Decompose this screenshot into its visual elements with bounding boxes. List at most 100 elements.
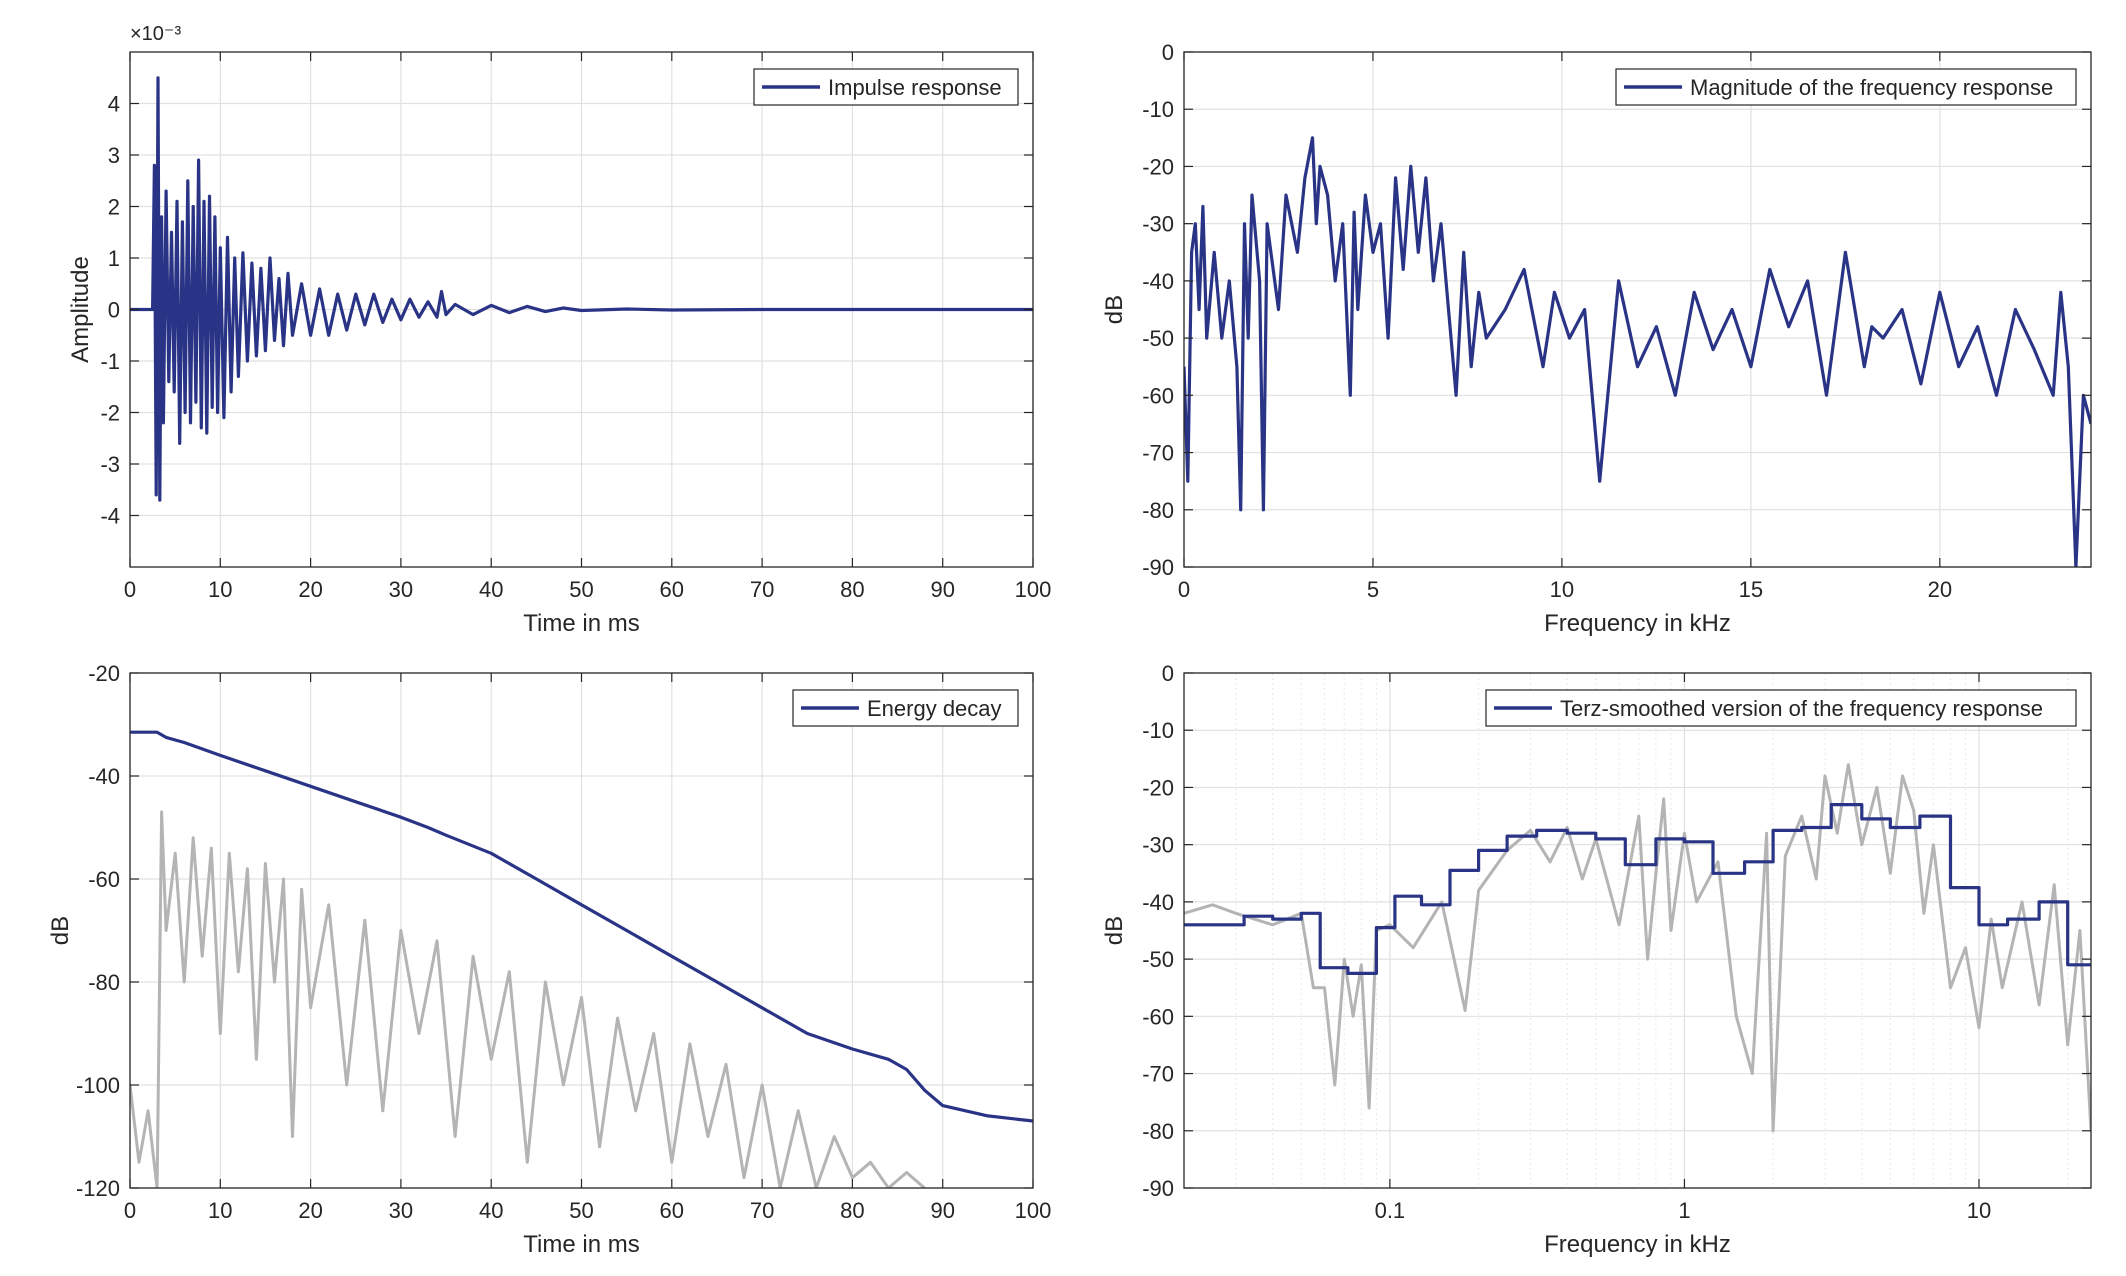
y-tick-label: -1 bbox=[100, 349, 120, 374]
y-tick-label: -90 bbox=[1142, 1176, 1174, 1201]
x-tick-label: 20 bbox=[298, 1198, 322, 1223]
legend-label: Magnitude of the frequency response bbox=[1690, 75, 2053, 100]
x-tick-label: 40 bbox=[479, 1198, 503, 1223]
x-axis-label: Frequency in kHz bbox=[1544, 610, 1731, 637]
x-tick-label: 10 bbox=[1550, 577, 1574, 602]
x-tick-label: 20 bbox=[1928, 577, 1952, 602]
x-tick-label: 0 bbox=[124, 1198, 136, 1223]
y-tick-label: -20 bbox=[1142, 775, 1174, 800]
y-tick-label: -40 bbox=[88, 764, 120, 789]
x-tick-label: 90 bbox=[930, 1198, 954, 1223]
y-tick-label: -60 bbox=[1142, 1004, 1174, 1029]
y-axis: 0 -10 -20 -30 -40 -50 -60 -70 -80 -90 bbox=[1142, 40, 2091, 580]
x-tick-label: 30 bbox=[389, 577, 413, 602]
x-axis: 0.1 1 10 bbox=[1375, 673, 1991, 1223]
y-axis: -20 -40 -60 -80 -100 -120 bbox=[76, 661, 1033, 1201]
axes-box bbox=[1183, 672, 2092, 1189]
x-tick-label: 80 bbox=[840, 577, 864, 602]
y-tick-label: -3 bbox=[100, 452, 120, 477]
x-tick-label: 10 bbox=[208, 1198, 232, 1223]
y-tick-label: -50 bbox=[1142, 326, 1174, 351]
x-tick-label: 30 bbox=[389, 1198, 413, 1223]
y-tick-label: 0 bbox=[1162, 661, 1174, 686]
x-axis: 0 5 10 15 20 bbox=[1178, 52, 1952, 602]
y-tick-label: -20 bbox=[1142, 154, 1174, 179]
energy-decay-panel: 0 10 20 30 40 50 60 70 80 90 100 -20 -40 -60 -80 -100 -1… bbox=[47, 661, 1051, 1258]
x-tick-label: 0 bbox=[124, 577, 136, 602]
y-tick-label: -40 bbox=[1142, 890, 1174, 915]
y-tick-label: -50 bbox=[1142, 947, 1174, 972]
y-tick-label: 3 bbox=[108, 143, 120, 168]
energy-decay-background-line bbox=[130, 810, 926, 1188]
y-axis-label: dB bbox=[47, 916, 74, 945]
x-tick-label: 50 bbox=[569, 577, 593, 602]
terz-smoothed-panel: 0.1 1 10 0 -10 -20 -30 -40 -50 -60 -70 -80 -90 Freque… bbox=[1101, 661, 2092, 1258]
x-tick-label: 70 bbox=[750, 577, 774, 602]
magnitude-series-line bbox=[1184, 136, 2091, 567]
y-axis: -4 -3 -2 -1 0 1 2 3 4 bbox=[100, 92, 1033, 529]
x-axis: 0 10 20 30 40 50 60 70 80 90 100 bbox=[124, 52, 1051, 602]
x-axis-label: Frequency in kHz bbox=[1544, 1231, 1731, 1258]
y-tick-label: -10 bbox=[1142, 97, 1174, 122]
impulse-series-line bbox=[130, 76, 1033, 502]
y-tick-label: -120 bbox=[76, 1176, 120, 1201]
y-axis-label: dB bbox=[1101, 295, 1128, 324]
x-tick-label: 80 bbox=[840, 1198, 864, 1223]
x-tick-label: 0.1 bbox=[1375, 1198, 1406, 1223]
impulse-panel: 0 10 20 30 40 50 60 70 80 90 100 -4 -3 -2 -1 0 1 2 3 4 Time … bbox=[67, 23, 1051, 637]
magnitude-panel: 0 5 10 15 20 0 -10 -20 -30 -40 -50 -60 -70 -80 -90 Freq… bbox=[1101, 40, 2092, 637]
y-tick-label: 2 bbox=[108, 195, 120, 220]
y-tick-label: -40 bbox=[1142, 269, 1174, 294]
minor-grid bbox=[1235, 673, 2069, 1188]
y-tick-label: -80 bbox=[88, 970, 120, 995]
y-tick-label: -80 bbox=[1142, 1119, 1174, 1144]
x-tick-label: 60 bbox=[660, 1198, 684, 1223]
y-tick-label: -60 bbox=[88, 867, 120, 892]
legend-label: Energy decay bbox=[867, 696, 1002, 721]
terz-smoothed-background-line bbox=[1184, 763, 2091, 1133]
x-tick-label: 40 bbox=[479, 577, 503, 602]
y-tick-label: -80 bbox=[1142, 498, 1174, 523]
x-axis-label: Time in ms bbox=[523, 610, 639, 637]
y-axis-label: Amplitude bbox=[67, 256, 94, 363]
terz-smoothed-series-line bbox=[1184, 803, 2091, 975]
legend-box bbox=[1485, 689, 2077, 727]
legend: Terz-smoothed version of the frequency r… bbox=[1485, 689, 2077, 727]
y-tick-label: 4 bbox=[108, 92, 120, 117]
y-tick-label: -70 bbox=[1142, 1062, 1174, 1087]
x-tick-label: 90 bbox=[930, 577, 954, 602]
legend: Impulse response bbox=[753, 68, 1019, 106]
y-tick-label: -2 bbox=[100, 401, 120, 426]
legend: Magnitude of the frequency response bbox=[1615, 68, 2077, 106]
x-tick-label: 20 bbox=[298, 577, 322, 602]
x-tick-label: 100 bbox=[1015, 577, 1052, 602]
y-exponent-label: ×10⁻³ bbox=[130, 23, 181, 45]
y-tick-label: -30 bbox=[1142, 833, 1174, 858]
x-axis-label: Time in ms bbox=[523, 1231, 639, 1258]
y-tick-label: 0 bbox=[108, 298, 120, 323]
y-tick-label: 0 bbox=[1162, 40, 1174, 65]
y-tick-label: -20 bbox=[88, 661, 120, 686]
x-tick-label: 15 bbox=[1739, 577, 1763, 602]
y-axis-label: dB bbox=[1101, 916, 1128, 945]
axes-box bbox=[1183, 51, 2092, 568]
plot-area bbox=[1184, 673, 2091, 1188]
y-tick-label: -100 bbox=[76, 1073, 120, 1098]
y-tick-label: -4 bbox=[100, 504, 120, 529]
y-tick-label: -30 bbox=[1142, 212, 1174, 237]
y-tick-label: -70 bbox=[1142, 441, 1174, 466]
x-tick-label: 1 bbox=[1678, 1198, 1690, 1223]
y-axis: 0 -10 -20 -30 -40 -50 -60 -70 -80 -90 bbox=[1142, 661, 2091, 1201]
x-tick-label: 5 bbox=[1367, 577, 1379, 602]
energy-decay-series-line bbox=[130, 730, 1033, 1123]
y-tick-label: -10 bbox=[1142, 718, 1174, 743]
y-tick-label: -90 bbox=[1142, 555, 1174, 580]
x-tick-label: 50 bbox=[569, 1198, 593, 1223]
x-axis: 0 10 20 30 40 50 60 70 80 90 100 bbox=[124, 673, 1051, 1223]
y-tick-label: 1 bbox=[108, 246, 120, 271]
x-tick-label: 60 bbox=[660, 577, 684, 602]
y-tick-label: -60 bbox=[1142, 383, 1174, 408]
legend: Energy decay bbox=[792, 689, 1019, 727]
legend-label: Terz-smoothed version of the frequency r… bbox=[1560, 696, 2043, 721]
